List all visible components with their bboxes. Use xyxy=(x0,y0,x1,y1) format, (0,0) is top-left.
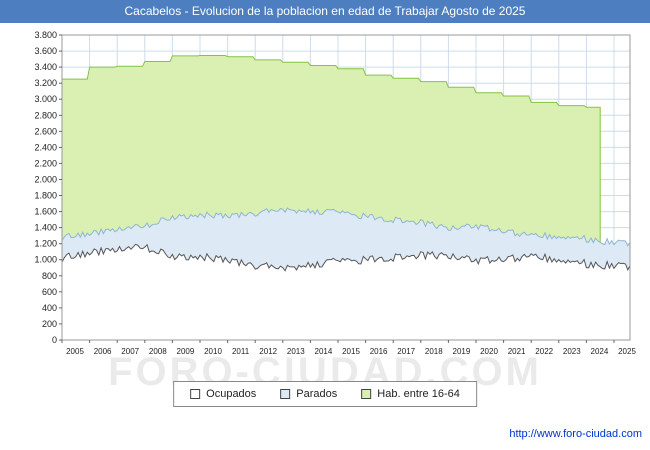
svg-text:2011: 2011 xyxy=(232,347,250,356)
svg-text:2016: 2016 xyxy=(370,347,388,356)
svg-text:400: 400 xyxy=(42,303,57,313)
svg-text:2020: 2020 xyxy=(480,347,498,356)
legend-label: Ocupados xyxy=(206,388,257,400)
svg-text:1.000: 1.000 xyxy=(34,255,57,265)
svg-text:3.200: 3.200 xyxy=(34,78,57,88)
legend: Ocupados Parados Hab. entre 16-64 xyxy=(173,381,477,407)
svg-text:1.800: 1.800 xyxy=(34,191,57,201)
legend-swatch xyxy=(361,389,372,399)
legend-item-parados: Parados xyxy=(280,388,337,400)
legend-label: Hab. entre 16-64 xyxy=(377,388,460,400)
svg-text:2014: 2014 xyxy=(315,347,333,356)
svg-text:2007: 2007 xyxy=(121,347,139,356)
svg-text:3.800: 3.800 xyxy=(34,30,57,40)
population-area-chart: 0 200 400 600 800 1.000 1.200 1.400 1.600 1.800 2.… xyxy=(34,30,636,356)
svg-text:1.200: 1.200 xyxy=(34,239,57,249)
legend-item-hab-entre-16-64: Hab. entre 16-64 xyxy=(361,388,460,400)
svg-text:2006: 2006 xyxy=(94,347,112,356)
svg-text:1.600: 1.600 xyxy=(34,207,57,217)
svg-text:600: 600 xyxy=(42,287,57,297)
legend-swatch xyxy=(190,389,201,399)
svg-text:2023: 2023 xyxy=(563,347,581,356)
svg-text:2010: 2010 xyxy=(204,347,222,356)
legend-item-ocupados: Ocupados xyxy=(190,388,256,400)
svg-text:3.000: 3.000 xyxy=(34,94,57,104)
svg-text:2024: 2024 xyxy=(591,347,609,356)
footer-url-link[interactable]: http://www.foro-ciudad.com xyxy=(509,428,642,440)
svg-text:2019: 2019 xyxy=(453,347,471,356)
svg-text:2008: 2008 xyxy=(149,347,167,356)
svg-text:0: 0 xyxy=(52,335,57,345)
svg-text:2005: 2005 xyxy=(66,347,84,356)
svg-text:2018: 2018 xyxy=(425,347,443,356)
svg-text:2021: 2021 xyxy=(508,347,526,356)
svg-text:2.400: 2.400 xyxy=(34,142,57,152)
svg-text:3.400: 3.400 xyxy=(34,62,57,72)
legend-swatch xyxy=(280,389,291,399)
svg-text:2012: 2012 xyxy=(259,347,277,356)
svg-text:2013: 2013 xyxy=(287,347,305,356)
chart-title: Cacabelos - Evolucion de la poblacion en… xyxy=(0,0,650,23)
footer: http://www.foro-ciudad.com xyxy=(509,428,642,440)
svg-text:2009: 2009 xyxy=(177,347,195,356)
svg-text:2017: 2017 xyxy=(397,347,415,356)
svg-text:2015: 2015 xyxy=(342,347,360,356)
svg-text:2025: 2025 xyxy=(618,347,636,356)
svg-text:2.200: 2.200 xyxy=(34,158,57,168)
svg-text:200: 200 xyxy=(42,319,57,329)
svg-text:1.400: 1.400 xyxy=(34,223,57,233)
svg-text:2.800: 2.800 xyxy=(34,110,57,120)
svg-text:3.600: 3.600 xyxy=(34,46,57,56)
svg-text:2.000: 2.000 xyxy=(34,175,57,185)
svg-text:2022: 2022 xyxy=(535,347,553,356)
svg-text:800: 800 xyxy=(42,271,57,281)
svg-text:2.600: 2.600 xyxy=(34,126,57,136)
legend-label: Parados xyxy=(296,388,338,400)
